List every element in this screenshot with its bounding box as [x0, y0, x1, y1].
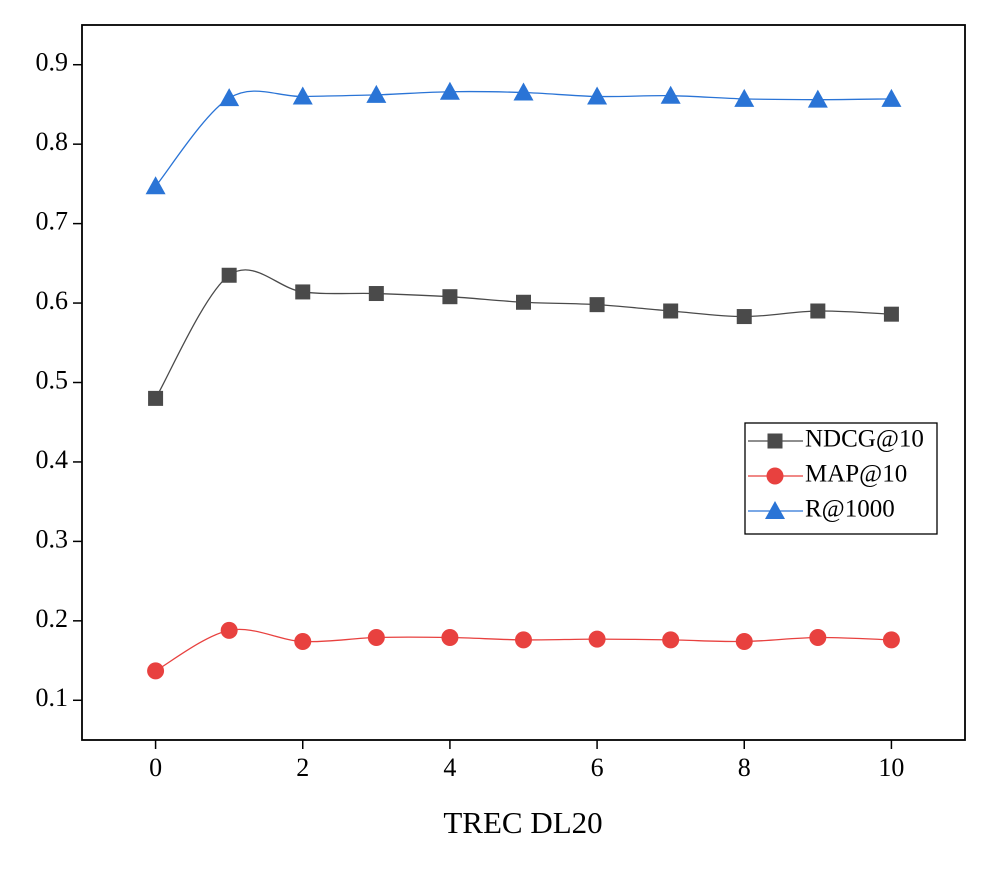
marker	[735, 632, 753, 650]
x-tick-label: 8	[738, 753, 751, 782]
legend-label: R@1000	[805, 496, 895, 523]
x-tick-label: 0	[149, 753, 162, 782]
marker	[292, 86, 313, 105]
x-tick-label: 10	[878, 753, 904, 782]
marker	[439, 81, 460, 100]
legend-label: MAP@10	[805, 461, 907, 488]
marker	[295, 284, 311, 300]
y-tick-label: 0.1	[36, 683, 69, 712]
marker	[368, 286, 384, 302]
marker	[513, 82, 534, 101]
x-tick-label: 2	[296, 753, 309, 782]
series-line	[155, 90, 892, 187]
y-tick-label: 0.3	[36, 524, 69, 553]
y-tick-label: 0.9	[36, 48, 69, 77]
marker	[587, 86, 608, 105]
marker	[736, 309, 752, 325]
y-tick-label: 0.6	[36, 286, 69, 315]
marker	[147, 662, 165, 680]
marker	[366, 84, 387, 103]
x-axis-title: TREC DL20	[443, 805, 602, 840]
y-tick-label: 0.2	[36, 604, 69, 633]
marker	[663, 303, 679, 319]
marker	[883, 306, 899, 322]
marker	[589, 297, 605, 313]
legend-label: NDCG@10	[805, 426, 924, 453]
marker	[882, 631, 900, 649]
marker	[662, 631, 680, 649]
y-tick-label: 0.7	[36, 207, 69, 236]
marker	[516, 294, 531, 310]
marker	[588, 630, 606, 648]
marker	[660, 85, 681, 104]
x-tick-label: 6	[591, 753, 604, 782]
marker	[367, 629, 385, 647]
plot-frame	[81, 24, 966, 741]
marker	[220, 621, 238, 639]
marker	[219, 88, 240, 107]
series-line	[155, 269, 892, 399]
legend-marker	[766, 467, 784, 485]
x-tick-label: 4	[443, 753, 456, 782]
marker	[221, 267, 237, 283]
marker	[145, 176, 166, 195]
marker	[809, 629, 827, 647]
marker	[807, 89, 828, 108]
y-tick-label: 0.5	[36, 365, 69, 394]
marker	[810, 303, 826, 319]
marker	[441, 629, 459, 647]
legend-marker	[767, 433, 783, 449]
marker	[148, 390, 164, 406]
marker	[515, 631, 532, 649]
marker	[881, 88, 902, 107]
marker	[294, 632, 312, 650]
marker	[734, 88, 755, 107]
marker	[442, 289, 458, 305]
legend-marker	[765, 501, 785, 519]
y-tick-label: 0.8	[36, 127, 69, 156]
y-tick-label: 0.4	[36, 445, 69, 474]
